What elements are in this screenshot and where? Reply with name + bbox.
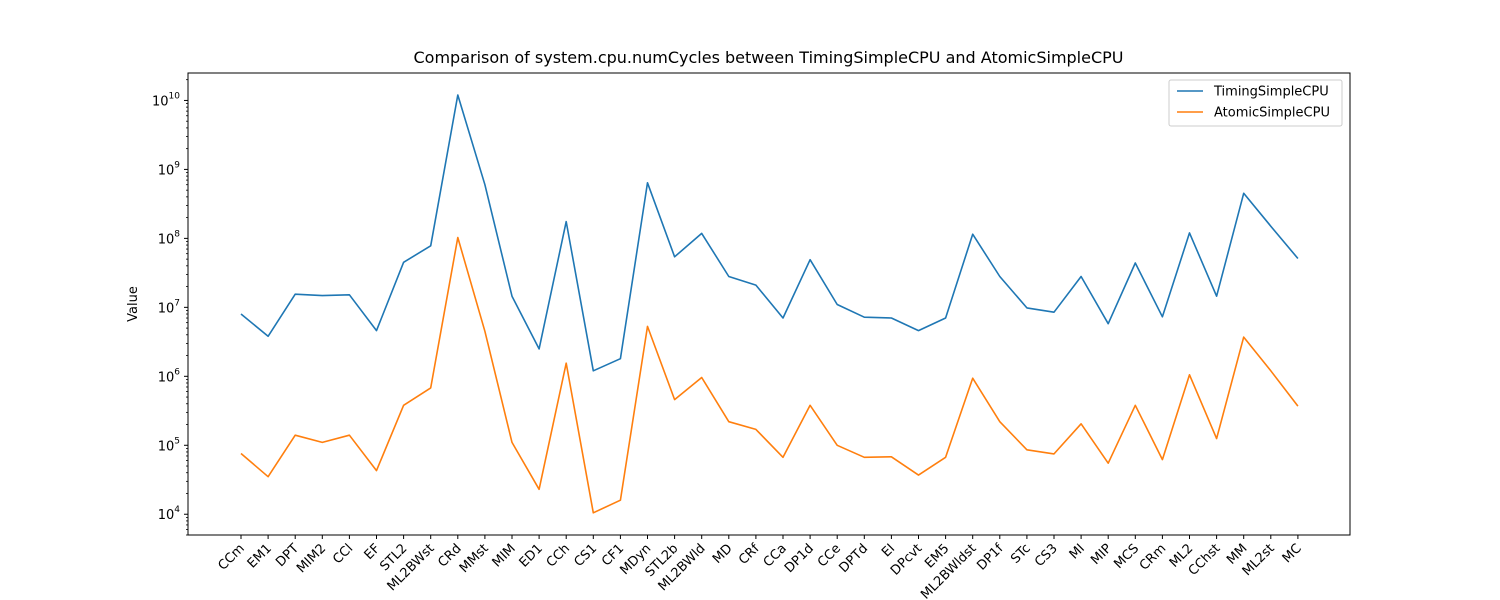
y-tick-label-3: 107 <box>158 298 180 316</box>
x-tick-label-21: DP1d <box>782 541 817 576</box>
y-tick-label-2: 106 <box>158 367 181 385</box>
x-tick-label-25: DPcvt <box>888 541 925 578</box>
x-tick-label-36: CChst <box>1186 541 1224 579</box>
chart-title: Comparison of system.cpu.numCycles betwe… <box>414 48 1124 67</box>
x-tick-label-39: MC <box>1280 541 1305 566</box>
x-tick-label-34: CRm <box>1137 541 1169 573</box>
x-tick-label-10: MIM <box>490 541 519 570</box>
y-axis-label: Value <box>126 286 141 322</box>
x-tick-label-31: MI <box>1067 541 1088 562</box>
legend: TimingSimpleCPU AtomicSimpleCPU <box>1168 79 1343 127</box>
y-tick-label-6: 1010 <box>152 91 180 109</box>
x-tick-label-28: DP1f <box>974 541 1007 574</box>
x-tick-label-1: EM1 <box>245 541 275 571</box>
x-tick-label-19: CRf <box>736 541 763 568</box>
x-tick-label-3: MIM2 <box>294 541 329 576</box>
x-tick-label-33: MCS <box>1111 541 1142 572</box>
series-lines <box>240 94 1299 514</box>
x-tick-label-12: CCh <box>544 541 573 570</box>
plot-frame <box>187 72 1351 536</box>
x-tick-label-32: MIP <box>1088 541 1115 568</box>
legend-label-1: AtomicSimpleCPU <box>1214 106 1330 121</box>
x-tick-label-23: DPTd <box>836 541 871 576</box>
series-line-0 <box>240 94 1299 372</box>
legend-label-0: TimingSimpleCPU <box>1213 85 1329 100</box>
y-tick-label-5: 109 <box>158 160 181 178</box>
legend-box <box>1168 79 1343 127</box>
x-tick-label-18: MD <box>710 541 736 567</box>
x-tick-label-24: EI <box>879 541 898 560</box>
y-tick-label-0: 104 <box>158 505 181 523</box>
x-tick-label-0: CCm <box>215 541 247 573</box>
x-tick-label-4: CCl <box>330 541 356 567</box>
y-tick-label-4: 108 <box>158 229 181 247</box>
y-tick-label-1: 105 <box>158 436 180 454</box>
x-tick-label-9: MMst <box>457 541 492 576</box>
x-tick-label-29: STc <box>1008 541 1034 567</box>
series-line-1 <box>240 236 1299 514</box>
x-tick-label-11: ED1 <box>517 541 546 570</box>
x-tick-label-30: CS3 <box>1032 541 1061 570</box>
y-axis: 104 105 106 107 108 109 1010 <box>152 79 188 536</box>
x-tick-label-13: CS1 <box>571 541 600 570</box>
